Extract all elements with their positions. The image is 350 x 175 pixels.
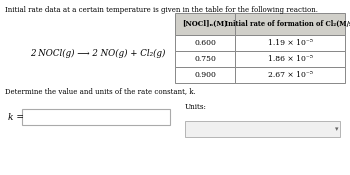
Text: 2 NOCl(g) ⟶ 2 NO(g) + Cl₂(g): 2 NOCl(g) ⟶ 2 NO(g) + Cl₂(g) [30,48,165,58]
Text: 0.900: 0.900 [194,71,216,79]
Bar [175,67,235,83]
Text: 1.19 × 10⁻⁵: 1.19 × 10⁻⁵ [267,39,313,47]
Bar [235,67,345,83]
Text: Initial rate data at a certain temperature is given in the table for the followi: Initial rate data at a certain temperatu… [5,6,318,14]
Text: Determine the value and units of the rate constant, k.: Determine the value and units of the rat… [5,87,196,95]
Text: 1.86 × 10⁻⁵: 1.86 × 10⁻⁵ [267,55,313,63]
Text: ▾: ▾ [335,126,339,132]
Bar [175,51,235,67]
Bar [175,35,235,51]
Bar [235,51,345,67]
Text: 0.600: 0.600 [194,39,216,47]
Text: Units:: Units: [185,103,207,111]
Text: [NOCl]ₙ(M): [NOCl]ₙ(M) [182,20,228,28]
Bar [22,109,170,125]
Bar [235,35,345,51]
Bar [235,13,345,35]
Text: 0.750: 0.750 [194,55,216,63]
Bar [185,121,340,137]
Text: k =: k = [8,113,24,121]
Text: Initial rate of formation of Cl₂(M/s): Initial rate of formation of Cl₂(M/s) [225,20,350,28]
Text: 2.67 × 10⁻⁵: 2.67 × 10⁻⁵ [267,71,313,79]
Bar [175,13,235,35]
